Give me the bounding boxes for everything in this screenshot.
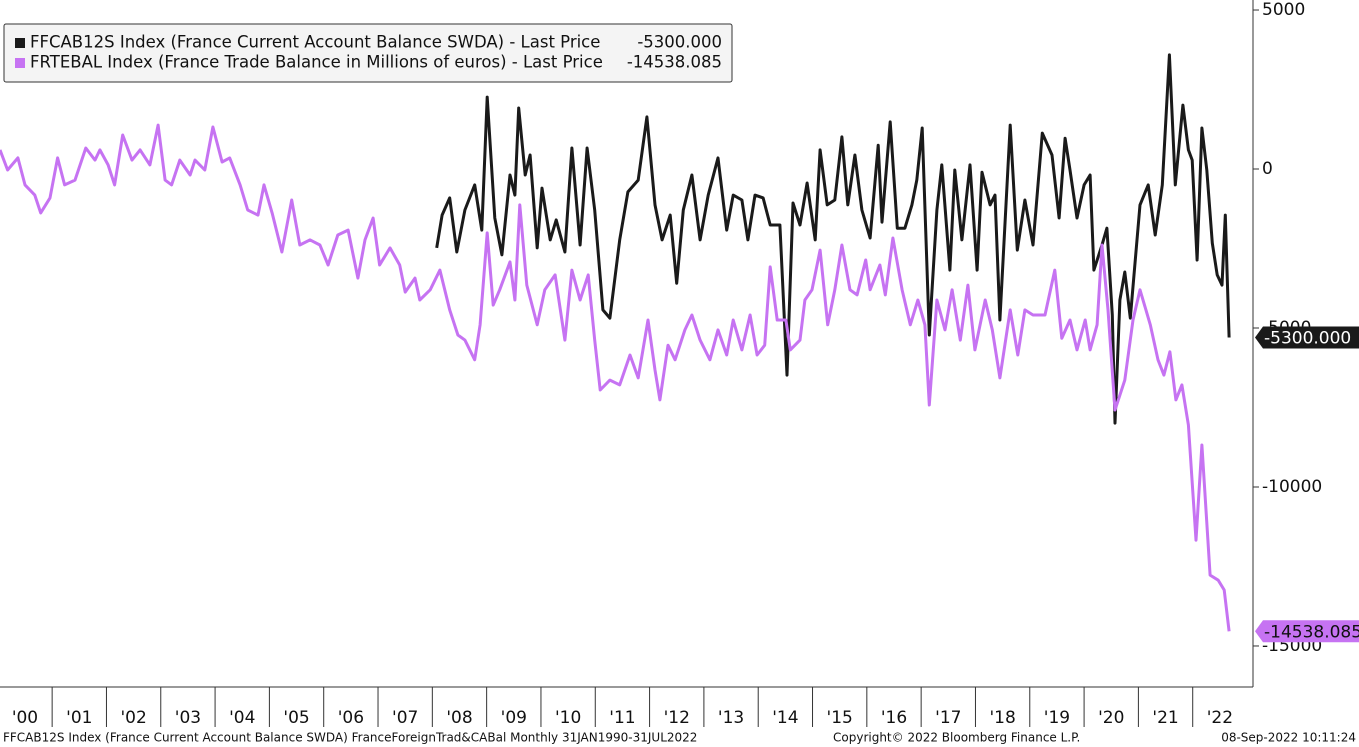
x-tick-label: '19 [1044,708,1070,728]
x-tick-label: '17 [935,708,961,728]
x-tick-label: '18 [989,708,1015,728]
y-tick-label: 5000 [1262,0,1305,20]
x-tick-label: '10 [555,708,581,728]
footer-left: FFCAB12S Index (France Current Account B… [3,731,697,745]
x-tick-label: '04 [229,708,255,728]
y-tick-label: 0 [1262,159,1273,179]
x-tick-label: '09 [501,708,527,728]
x-tick-label: '06 [338,708,364,728]
x-tick-label: '14 [772,708,798,728]
x-tick-label: '03 [175,708,201,728]
last-value-tag [1255,620,1359,643]
legend-value: -5300.000 [637,33,722,52]
x-tick-label: '05 [283,708,309,728]
footer-right: 08-Sep-2022 10:11:24 [1221,731,1356,745]
legend-label: FFCAB12S Index (France Current Account B… [30,33,600,52]
legend [3,23,733,83]
series-line [0,123,1231,632]
x-tick-label: '08 [446,708,472,728]
footer-center: Copyright© 2022 Bloomberg Finance L.P. [833,731,1080,745]
series-line [435,53,1231,425]
plot [0,53,1231,632]
x-tick-label: '02 [120,708,146,728]
last-value-label: -5300.000 [1264,329,1351,349]
last-value-tag [1255,326,1359,349]
x-tick-label: '12 [664,708,690,728]
x-tick-label: '21 [1152,708,1178,728]
x-tick-label: '22 [1207,708,1233,728]
legend-swatch [15,38,25,48]
x-tick-label: '20 [1098,708,1124,728]
x-tick-label: '16 [881,708,907,728]
last-value-label: -14538.085 [1264,622,1359,642]
y-tick-label: -10000 [1262,477,1322,497]
x-tick-label: '07 [392,708,418,728]
legend-swatch [15,58,25,68]
x-tick-label: '15 [827,708,853,728]
legend-value: -14538.085 [627,53,722,72]
legend-label: FRTEBAL Index (France Trade Balance in M… [30,53,603,72]
x-tick-label: '11 [609,708,635,728]
x-tick-label: '13 [718,708,744,728]
x-tick-label: '01 [66,708,92,728]
x-tick-label: '00 [12,708,38,728]
